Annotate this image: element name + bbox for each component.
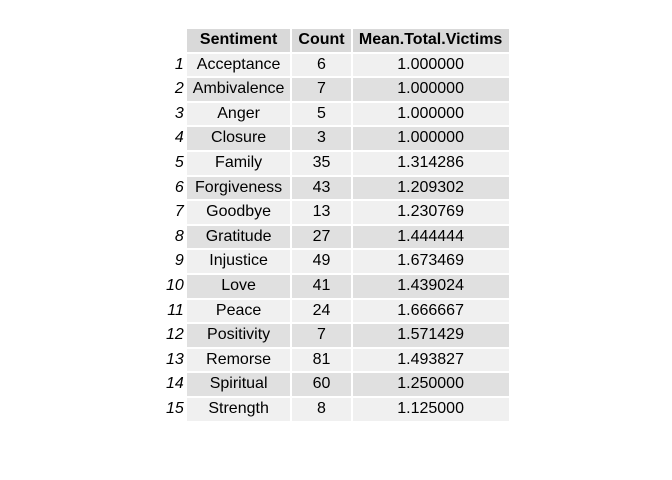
cell-count: 6	[292, 53, 351, 77]
cell-mean-total-victims: 1.209302	[352, 176, 509, 200]
cell-sentiment: Ambivalence	[186, 78, 291, 101]
cell-sentiment: Love	[186, 274, 291, 298]
row-number: 13	[164, 348, 185, 372]
cell-count: 24	[292, 299, 351, 323]
cell-mean-total-victims: 1.444444	[352, 225, 509, 249]
cell-sentiment: Gratitude	[186, 225, 291, 249]
row-number: 11	[164, 299, 185, 323]
cell-count: 5	[292, 102, 351, 126]
cell-mean-total-victims: 1.125000	[352, 397, 509, 421]
table-row: 12 Positivity 7 1.571429	[164, 324, 509, 347]
cell-sentiment: Positivity	[186, 324, 291, 347]
cell-mean-total-victims: 1.250000	[352, 373, 509, 396]
table-row: 5 Family 35 1.314286	[164, 151, 509, 175]
cell-sentiment: Spiritual	[186, 373, 291, 396]
cell-sentiment: Strength	[186, 397, 291, 421]
row-number: 5	[164, 151, 185, 175]
cell-sentiment: Anger	[186, 102, 291, 126]
sentiment-table: Sentiment Count Mean.Total.Victims 1 Acce…	[162, 27, 511, 423]
cell-mean-total-victims: 1.666667	[352, 299, 509, 323]
cell-mean-total-victims: 1.000000	[352, 127, 509, 150]
row-number: 1	[164, 53, 185, 77]
cell-sentiment: Closure	[186, 127, 291, 150]
cell-count: 43	[292, 176, 351, 200]
rowname-header	[164, 29, 185, 52]
row-number: 15	[164, 397, 185, 421]
cell-count: 81	[292, 348, 351, 372]
table-row: 9 Injustice 49 1.673469	[164, 250, 509, 273]
cell-mean-total-victims: 1.493827	[352, 348, 509, 372]
table-row: 11 Peace 24 1.666667	[164, 299, 509, 323]
cell-sentiment: Injustice	[186, 250, 291, 273]
header-row: Sentiment Count Mean.Total.Victims	[164, 29, 509, 52]
row-number: 9	[164, 250, 185, 273]
column-header-sentiment: Sentiment	[186, 29, 291, 52]
cell-mean-total-victims: 1.439024	[352, 274, 509, 298]
cell-mean-total-victims: 1.673469	[352, 250, 509, 273]
cell-sentiment: Forgiveness	[186, 176, 291, 200]
row-number: 2	[164, 78, 185, 101]
cell-count: 60	[292, 373, 351, 396]
cell-mean-total-victims: 1.571429	[352, 324, 509, 347]
cell-sentiment: Goodbye	[186, 201, 291, 224]
table-row: 2 Ambivalence 7 1.000000	[164, 78, 509, 101]
table-row: 1 Acceptance 6 1.000000	[164, 53, 509, 77]
cell-count: 7	[292, 324, 351, 347]
column-header-mean-total-victims: Mean.Total.Victims	[352, 29, 509, 52]
cell-count: 8	[292, 397, 351, 421]
cell-count: 13	[292, 201, 351, 224]
table-row: 7 Goodbye 13 1.230769	[164, 201, 509, 224]
row-number: 7	[164, 201, 185, 224]
table-container: Sentiment Count Mean.Total.Victims 1 Acce…	[162, 27, 511, 423]
table-row: 15 Strength 8 1.125000	[164, 397, 509, 421]
table-body: 1 Acceptance 6 1.000000 2 Ambivalence 7 1.00000…	[164, 53, 509, 421]
row-number: 4	[164, 127, 185, 150]
row-number: 3	[164, 102, 185, 126]
cell-mean-total-victims: 1.000000	[352, 78, 509, 101]
cell-count: 41	[292, 274, 351, 298]
table-row: 3 Anger 5 1.000000	[164, 102, 509, 126]
table-row: 10 Love 41 1.439024	[164, 274, 509, 298]
cell-mean-total-victims: 1.000000	[352, 53, 509, 77]
cell-sentiment: Acceptance	[186, 53, 291, 77]
table-row: 6 Forgiveness 43 1.209302	[164, 176, 509, 200]
cell-mean-total-victims: 1.314286	[352, 151, 509, 175]
cell-sentiment: Remorse	[186, 348, 291, 372]
cell-sentiment: Peace	[186, 299, 291, 323]
cell-count: 49	[292, 250, 351, 273]
table-row: 8 Gratitude 27 1.444444	[164, 225, 509, 249]
table-row: 13 Remorse 81 1.493827	[164, 348, 509, 372]
row-number: 8	[164, 225, 185, 249]
cell-count: 27	[292, 225, 351, 249]
table-row: 14 Spiritual 60 1.250000	[164, 373, 509, 396]
cell-count: 35	[292, 151, 351, 175]
cell-mean-total-victims: 1.230769	[352, 201, 509, 224]
cell-count: 3	[292, 127, 351, 150]
table-row: 4 Closure 3 1.000000	[164, 127, 509, 150]
cell-sentiment: Family	[186, 151, 291, 175]
column-header-count: Count	[292, 29, 351, 52]
row-number: 10	[164, 274, 185, 298]
row-number: 12	[164, 324, 185, 347]
cell-mean-total-victims: 1.000000	[352, 102, 509, 126]
row-number: 14	[164, 373, 185, 396]
cell-count: 7	[292, 78, 351, 101]
row-number: 6	[164, 176, 185, 200]
